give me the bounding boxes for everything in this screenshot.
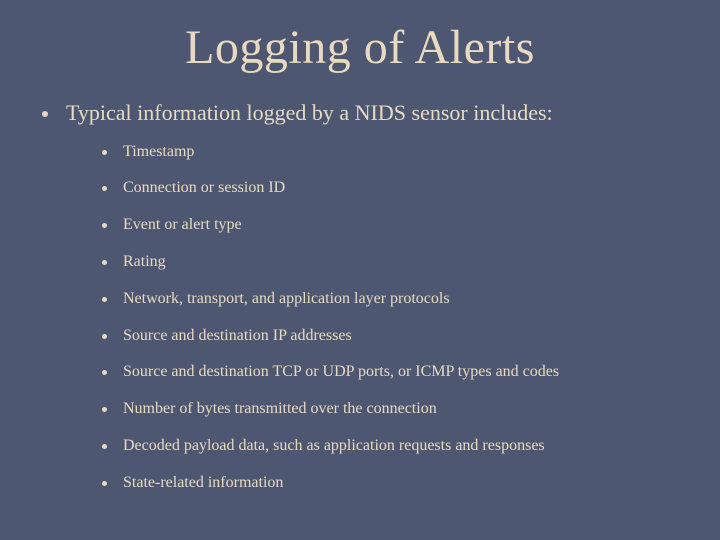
- bullet-dot-icon: [42, 111, 48, 117]
- list-item: Source and destination IP addresses: [102, 326, 690, 347]
- sub-bullet-text: Source and destination TCP or UDP ports,…: [123, 362, 559, 383]
- bullet-dot-icon: [102, 223, 107, 228]
- list-item: Rating: [102, 252, 690, 273]
- sub-bullet-text: Event or alert type: [123, 215, 242, 236]
- bullet-dot-icon: [102, 297, 107, 302]
- sub-bullet-text: Source and destination IP addresses: [123, 326, 352, 347]
- bullet-dot-icon: [102, 370, 107, 375]
- bullet-dot-icon: [102, 260, 107, 265]
- list-item: Number of bytes transmitted over the con…: [102, 399, 690, 420]
- sub-bullet-text: Decoded payload data, such as applicatio…: [123, 436, 545, 457]
- list-item: Connection or session ID: [102, 178, 690, 199]
- sub-bullet-text: State-related information: [123, 473, 283, 494]
- sub-bullet-text: Number of bytes transmitted over the con…: [123, 399, 437, 420]
- bullet-dot-icon: [102, 334, 107, 339]
- main-bullet-text: Typical information logged by a NIDS sen…: [66, 99, 553, 128]
- list-item: Decoded payload data, such as applicatio…: [102, 436, 690, 457]
- list-item: Source and destination TCP or UDP ports,…: [102, 362, 690, 383]
- bullet-dot-icon: [102, 186, 107, 191]
- sub-bullet-text: Rating: [123, 252, 166, 273]
- list-item: Network, transport, and application laye…: [102, 289, 690, 310]
- sub-bullet-text: Connection or session ID: [123, 178, 285, 199]
- main-bullet-row: Typical information logged by a NIDS sen…: [42, 99, 690, 128]
- list-item: Timestamp: [102, 142, 690, 163]
- sub-bullet-text: Timestamp: [123, 142, 194, 163]
- list-item: Event or alert type: [102, 215, 690, 236]
- bullet-dot-icon: [102, 481, 107, 486]
- sub-bullet-list: Timestamp Connection or session ID Event…: [102, 142, 690, 494]
- slide-title: Logging of Alerts: [30, 20, 690, 75]
- list-item: State-related information: [102, 473, 690, 494]
- bullet-dot-icon: [102, 444, 107, 449]
- bullet-dot-icon: [102, 150, 107, 155]
- bullet-dot-icon: [102, 407, 107, 412]
- sub-bullet-text: Network, transport, and application laye…: [123, 289, 450, 310]
